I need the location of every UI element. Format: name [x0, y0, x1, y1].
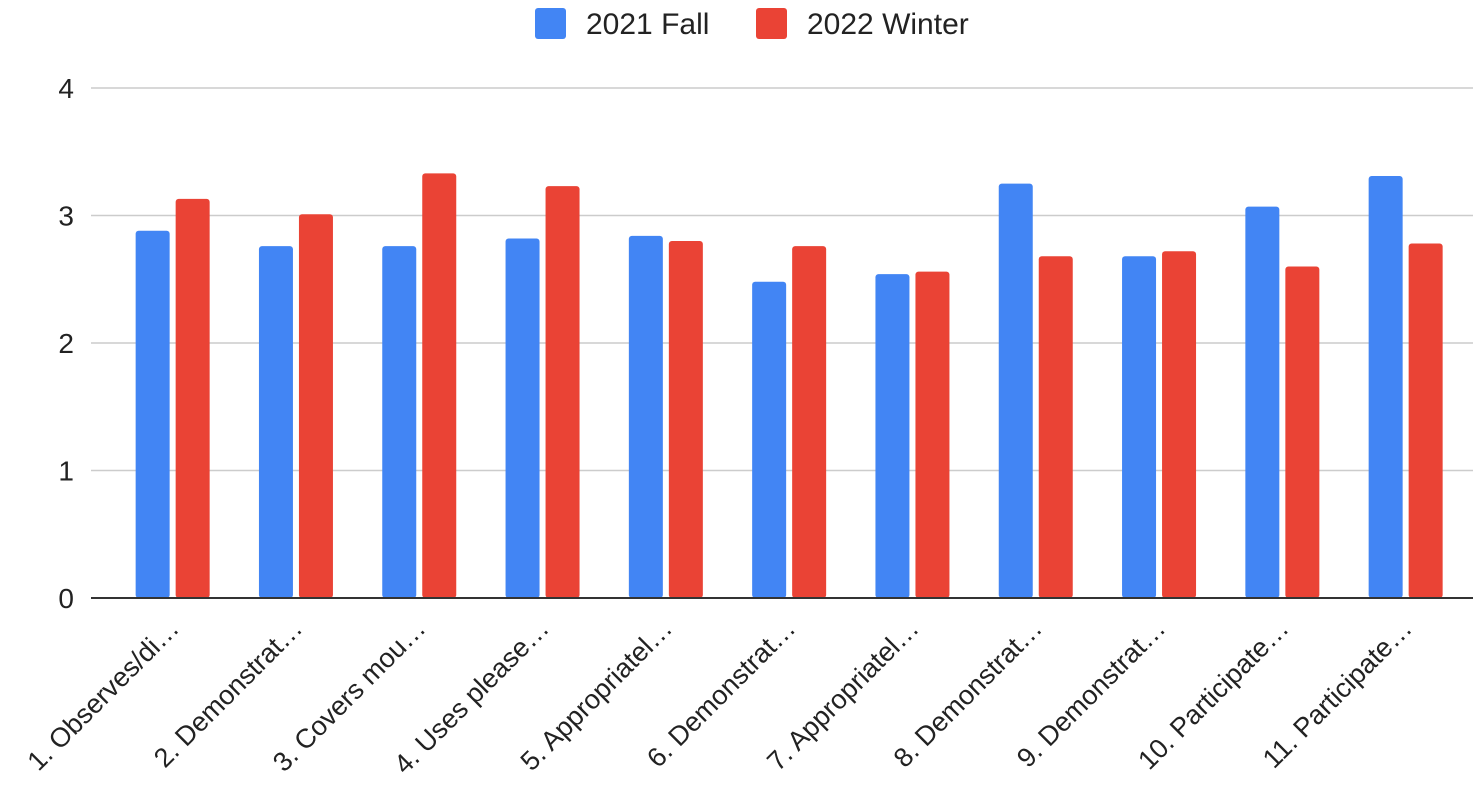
bar	[258, 246, 293, 598]
bar	[1245, 206, 1280, 598]
y-tick-label: 3	[58, 201, 74, 232]
bar	[998, 183, 1033, 598]
y-tick-label: 1	[58, 456, 74, 487]
bar	[1408, 243, 1443, 599]
bar	[668, 241, 703, 598]
bar	[915, 271, 950, 598]
y-tick-label: 4	[58, 73, 74, 104]
bar	[875, 274, 910, 598]
bar	[1285, 266, 1320, 598]
legend: 2021 Fall 2022 Winter	[535, 8, 969, 41]
legend-swatch	[535, 8, 566, 39]
bar	[628, 235, 663, 598]
legend-label: 2021 Fall	[586, 8, 709, 41]
bar	[135, 230, 170, 599]
bar	[1122, 256, 1157, 598]
y-axis-ticks: 0 1 2 3 4	[58, 73, 74, 614]
bar	[1368, 175, 1403, 598]
legend-label: 2022 Winter	[807, 8, 969, 41]
bar	[505, 238, 540, 598]
bar	[422, 173, 457, 599]
bar	[1038, 256, 1073, 598]
bar	[545, 186, 580, 599]
bar	[175, 198, 210, 599]
legend-swatch	[756, 8, 787, 39]
bar	[298, 214, 333, 598]
bar	[382, 246, 417, 598]
bar	[752, 281, 787, 598]
bars	[135, 173, 1443, 599]
x-axis-labels: 1. Observes/di…2. Demonstrat…3. Covers m…	[21, 613, 1417, 780]
y-tick-label: 2	[58, 328, 74, 359]
y-tick-label: 0	[58, 583, 74, 614]
bar	[792, 246, 827, 598]
bar	[1162, 251, 1197, 598]
